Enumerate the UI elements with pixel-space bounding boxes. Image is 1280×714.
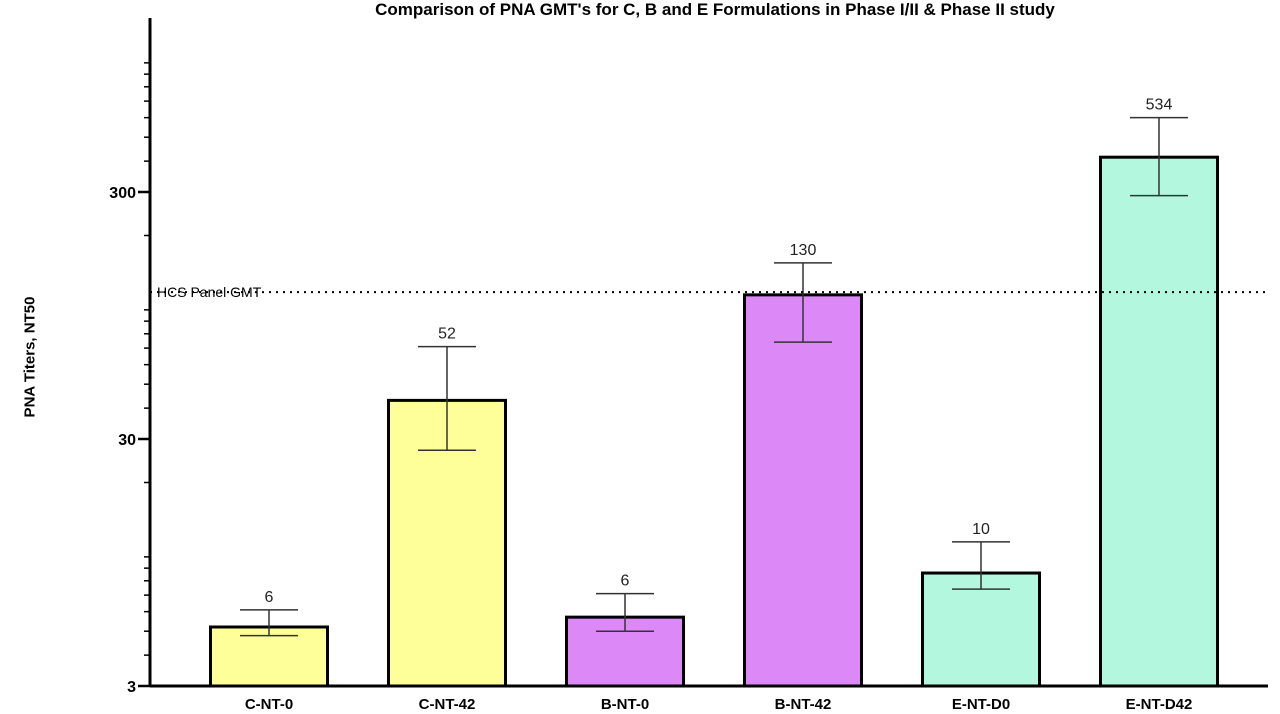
reference-line-label: HCS Panel GMT <box>157 284 262 300</box>
y-tick-label-300: 300 <box>109 185 136 202</box>
x-tick-label-C-NT-42: C-NT-42 <box>419 696 476 713</box>
x-tick-label-E-NT-D42: E-NT-D42 <box>1126 696 1193 713</box>
chart-title: Comparison of PNA GMT's for C, B and E F… <box>375 0 1055 19</box>
data-label-E-NT-D0: 10 <box>972 521 990 538</box>
data-label-C-NT-42: 52 <box>438 326 456 343</box>
bar-E-NT-D42 <box>1099 155 1219 688</box>
y-tick-label-30: 30 <box>118 432 136 449</box>
x-tick-label-C-NT-0: C-NT-0 <box>245 696 293 713</box>
y-tick-label-3: 3 <box>127 679 136 696</box>
bar-E-NT-D0 <box>921 571 1041 688</box>
x-tick-label-B-NT-0: B-NT-0 <box>601 696 649 713</box>
x-tick-label-B-NT-42: B-NT-42 <box>775 696 832 713</box>
data-label-B-NT-42: 130 <box>790 242 817 259</box>
x-tick-label-E-NT-D0: E-NT-D0 <box>952 696 1010 713</box>
bar-B-NT-42 <box>743 293 863 688</box>
data-label-E-NT-D42: 534 <box>1146 97 1173 114</box>
data-label-B-NT-0: 6 <box>621 573 630 590</box>
data-label-C-NT-0: 6 <box>265 589 274 606</box>
